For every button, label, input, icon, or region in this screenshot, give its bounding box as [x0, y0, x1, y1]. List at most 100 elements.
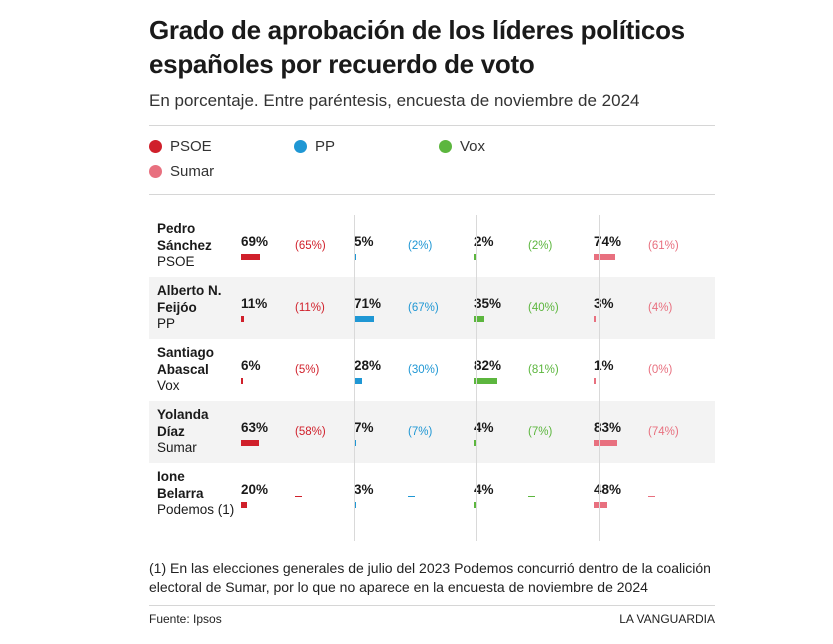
column-separator	[599, 215, 600, 541]
value-label: 3%	[354, 482, 374, 497]
value-label: 6%	[241, 358, 261, 373]
previous-value: (67%)	[408, 302, 439, 314]
table-cell: 3% (4%)	[588, 277, 708, 339]
bar	[474, 378, 497, 384]
party-name: PSOE	[157, 254, 195, 269]
table-row: Santiago Abascal Vox 6% (5%) 28% (30%) 82% (81%…	[149, 339, 715, 401]
value-label: 83%	[594, 420, 622, 435]
divider	[149, 125, 715, 126]
column-separator	[354, 215, 355, 541]
row-header: Santiago Abascal Vox	[149, 339, 235, 401]
table-cell: 74% (61%)	[588, 215, 708, 277]
table-cell: 7% (7%)	[348, 401, 468, 463]
value-label: 74%	[594, 234, 622, 249]
previous-value: (40%)	[528, 302, 559, 314]
legend-item: Sumar	[149, 159, 294, 184]
divider	[149, 194, 715, 195]
data-table: Pedro Sánchez PSOE 69% (65%) 5% (2%) 2% (2%) 74%…	[149, 215, 715, 541]
bar	[474, 316, 484, 322]
legend-item: PSOE	[149, 134, 294, 159]
legend: PSOE PP Vox Sumar	[149, 126, 715, 194]
table-row: Yolanda Díaz Sumar 63% (58%) 7% (7%) 4% (7%) 83%…	[149, 401, 715, 463]
previous-value: (5%)	[295, 364, 320, 376]
value-label: 1%	[594, 358, 614, 373]
table-cell: 35% (40%)	[468, 277, 588, 339]
legend-item: Vox	[439, 134, 584, 159]
previous-value: (2%)	[408, 240, 433, 252]
legend-swatch	[149, 165, 162, 178]
bar	[594, 440, 618, 446]
bar	[241, 502, 247, 508]
no-data-dash	[528, 496, 535, 497]
no-data-dash	[648, 496, 655, 497]
row-header: Yolanda Díaz Sumar	[149, 401, 235, 463]
previous-value: (81%)	[528, 364, 559, 376]
bar	[354, 316, 374, 322]
value-label: 69%	[241, 234, 269, 249]
table-cell: 63% (58%)	[235, 401, 348, 463]
column-separator	[476, 215, 477, 541]
legend-swatch	[294, 140, 307, 153]
chart-container: Grado de aprobación de los líderes polít…	[149, 0, 715, 626]
table-cell: 11% (11%)	[235, 277, 348, 339]
bar	[354, 254, 356, 260]
brand: LA VANGUARDIA	[619, 612, 715, 626]
table-cell: 71% (67%)	[348, 277, 468, 339]
table-cell: 4% (7%)	[468, 401, 588, 463]
value-label: 2%	[474, 234, 494, 249]
row-header: Ione Belarra Podemos (1)	[149, 463, 235, 541]
bar	[594, 316, 596, 322]
leader-name: Alberto N. Feijóo	[157, 283, 222, 315]
leader-name: Pedro Sánchez	[157, 221, 212, 253]
bar	[594, 378, 596, 384]
previous-value: (65%)	[295, 240, 326, 252]
footer: Fuente: Ipsos LA VANGUARDIA	[149, 606, 715, 626]
no-data-dash	[408, 496, 415, 497]
table-cell: 28% (30%)	[348, 339, 468, 401]
row-header: Alberto N. Feijóo PP	[149, 277, 235, 339]
legend-label: Sumar	[170, 163, 215, 180]
previous-value: (7%)	[528, 426, 553, 438]
bar	[241, 378, 243, 384]
bar	[241, 440, 259, 446]
table-cell: 69% (65%)	[235, 215, 348, 277]
value-label: 4%	[474, 420, 494, 435]
bar	[594, 502, 608, 508]
row-header: Pedro Sánchez PSOE	[149, 215, 235, 277]
leader-name: Santiago Abascal	[157, 345, 215, 377]
table-cell: 1% (0%)	[588, 339, 708, 401]
previous-value: (61%)	[648, 240, 679, 252]
previous-value: (7%)	[408, 426, 433, 438]
leader-name: Ione Belarra	[157, 469, 204, 501]
value-label: 28%	[354, 358, 382, 373]
chart-title: Grado de aprobación de los líderes polít…	[149, 15, 685, 79]
footnote: (1) En las elecciones generales de julio…	[149, 560, 711, 595]
legend-label: PP	[315, 138, 336, 155]
previous-value: (2%)	[528, 240, 553, 252]
table-cell: 4%	[468, 463, 588, 541]
legend-swatch	[439, 140, 452, 153]
previous-value: (58%)	[295, 426, 326, 438]
legend-swatch	[149, 140, 162, 153]
previous-value: (4%)	[648, 302, 673, 314]
bar	[241, 316, 245, 322]
chart-subtitle: En porcentaje. Entre paréntesis, encuest…	[149, 91, 640, 110]
value-label: 4%	[474, 482, 494, 497]
table-cell: 20%	[235, 463, 348, 541]
value-label: 82%	[474, 358, 502, 373]
source: Fuente: Ipsos	[149, 612, 222, 626]
table-cell: 48%	[588, 463, 708, 541]
table-row: Ione Belarra Podemos (1) 20% 3% 4% 48%	[149, 463, 715, 541]
table-cell: 6% (5%)	[235, 339, 348, 401]
bar	[354, 440, 356, 446]
bar	[241, 254, 261, 260]
bar	[594, 254, 615, 260]
value-label: 11%	[241, 296, 268, 311]
value-label: 48%	[594, 482, 622, 497]
bar	[354, 502, 356, 508]
value-label: 7%	[354, 420, 374, 435]
bar	[474, 440, 476, 446]
no-data-dash	[295, 496, 302, 497]
value-label: 20%	[241, 482, 269, 497]
previous-value: (11%)	[295, 302, 325, 314]
